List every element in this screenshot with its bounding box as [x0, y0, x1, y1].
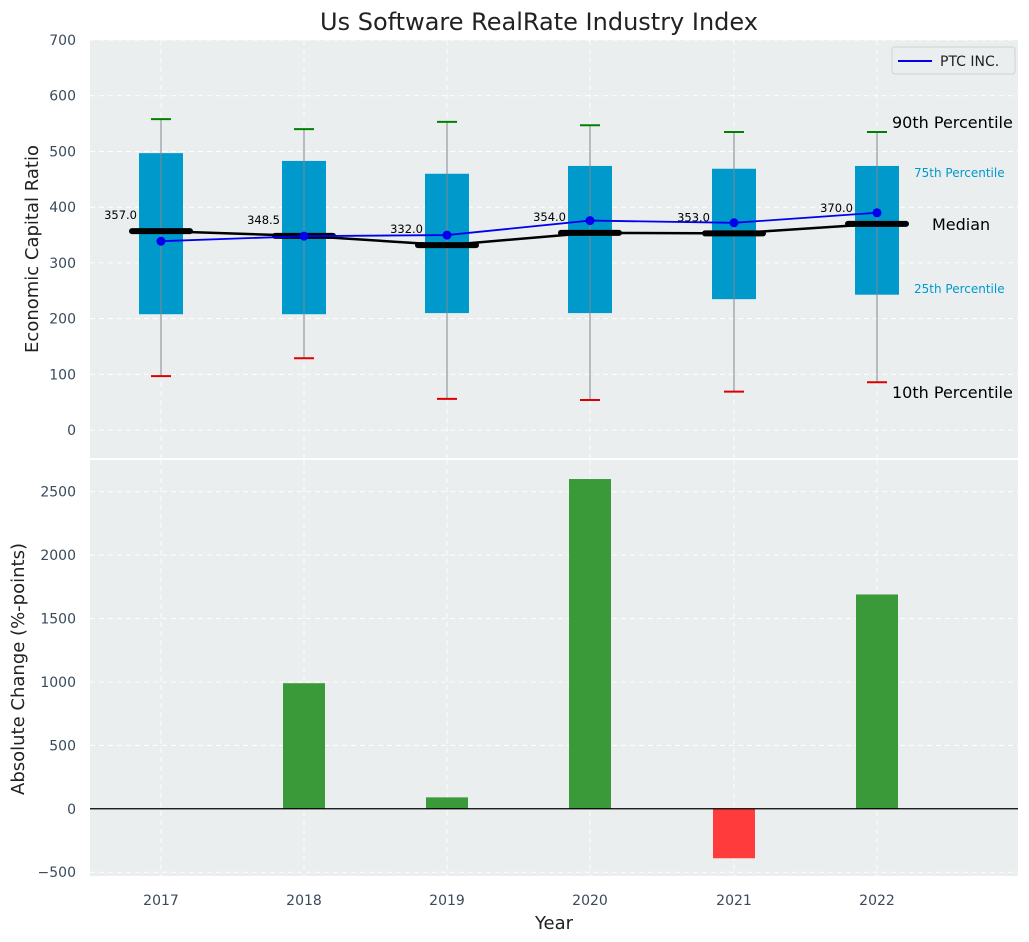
- company-point-ptc: [872, 208, 882, 218]
- x-tick-label: 2019: [429, 893, 465, 909]
- top-y-tick-label: 400: [49, 200, 76, 216]
- company-point-ptc: [299, 231, 309, 241]
- x-tick-label: 2020: [572, 893, 608, 909]
- company-point-ptc: [585, 216, 595, 226]
- x-axis-label: Year: [534, 913, 574, 934]
- top-y-tick-label: 0: [67, 423, 76, 439]
- legend: PTC INC.: [891, 46, 1016, 75]
- top-y-tick-label: 600: [49, 89, 76, 105]
- top-y-tick-label: 300: [49, 256, 76, 272]
- legend-box: [891, 46, 1016, 75]
- annotation-75th-percentile: 75th Percentile: [914, 166, 1005, 180]
- bottom-y-axis-label: Absolute Change (%-points): [8, 543, 29, 795]
- bottom-y-tick-label: 2000: [40, 548, 76, 564]
- annotation-10th-percentile: 10th Percentile: [892, 383, 1013, 402]
- bottom-y-tick-label: 0: [67, 802, 76, 818]
- box-plot-group: 357.0 348.5 332.0 354.0 353.0 370.0: [104, 118, 909, 402]
- median-value-label: 370.0: [820, 201, 853, 215]
- top-y-ticks: 0 100 200 300 400 500 600 700: [49, 33, 76, 439]
- company-point-ptc: [729, 218, 739, 228]
- bar: [283, 683, 325, 809]
- bottom-y-tick-label: 1000: [40, 675, 76, 691]
- bar-group: [90, 479, 1018, 859]
- median-value-label: 353.0: [677, 210, 710, 224]
- legend-label-ptc: PTC INC.: [940, 54, 999, 70]
- bottom-y-ticks: −500 0 500 1000 1500 2000 2500: [38, 485, 76, 881]
- x-tick-label: 2022: [859, 893, 895, 909]
- median-value-label: 348.5: [247, 213, 280, 227]
- bottom-y-tick-label: 2500: [40, 485, 76, 501]
- median-value-label: 354.0: [533, 210, 566, 224]
- company-line-ptc: [160, 211, 878, 243]
- bar: [426, 797, 468, 809]
- x-tick-label: 2021: [716, 893, 752, 909]
- annotation-median: Median: [932, 215, 990, 234]
- bottom-y-tick-label: 1500: [40, 612, 76, 628]
- annotation-25th-percentile: 25th Percentile: [914, 282, 1005, 296]
- x-tick-label: 2018: [286, 893, 322, 909]
- chart-title: Us Software RealRate Industry Index: [320, 8, 758, 36]
- company-point-ptc: [442, 230, 452, 240]
- top-y-tick-label: 700: [49, 33, 76, 49]
- median-value-label: 332.0: [390, 222, 423, 236]
- bar: [569, 479, 611, 809]
- top-y-tick-label: 500: [49, 144, 76, 160]
- top-y-tick-label: 100: [49, 367, 76, 383]
- x-ticks: 2017 2018 2019 2020 2021 2022: [143, 893, 895, 909]
- top-y-axis-label: Economic Capital Ratio: [22, 145, 43, 353]
- x-tick-label: 2017: [143, 893, 179, 909]
- bottom-y-tick-label: 500: [49, 738, 76, 754]
- annotation-90th-percentile: 90th Percentile: [892, 113, 1013, 132]
- bar: [713, 808, 755, 859]
- company-point-ptc: [156, 236, 166, 246]
- top-y-tick-label: 200: [49, 312, 76, 328]
- median-value-label: 357.0: [104, 208, 137, 222]
- bar: [856, 594, 898, 809]
- bottom-y-tick-label: −500: [38, 865, 76, 881]
